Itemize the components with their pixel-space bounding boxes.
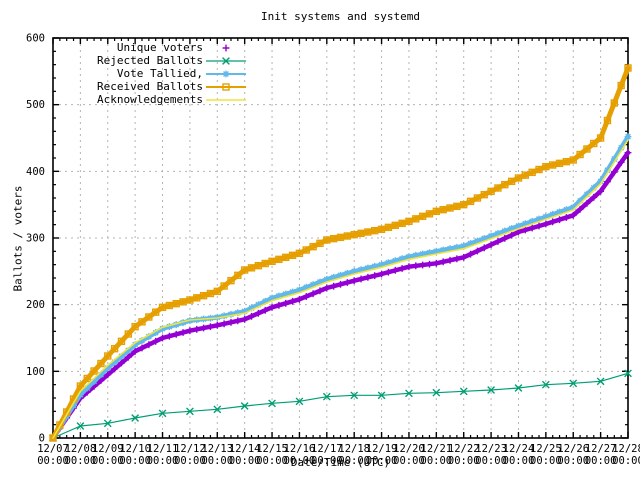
legend-item: Unique voters xyxy=(57,41,249,54)
svg-text:12/26: 12/26 xyxy=(557,443,589,455)
legend-item: Received Ballots xyxy=(57,80,249,93)
svg-text:12/15: 12/15 xyxy=(256,443,288,455)
svg-text:00:00: 00:00 xyxy=(37,455,69,467)
svg-text:300: 300 xyxy=(26,233,45,245)
svg-text:00:00: 00:00 xyxy=(201,455,233,467)
svg-text:00:00: 00:00 xyxy=(256,455,288,467)
x-axis-label: Date/Time (UTC) xyxy=(290,456,391,469)
svg-text:12/19: 12/19 xyxy=(366,443,398,455)
svg-text:00:00: 00:00 xyxy=(174,455,206,467)
svg-text:600: 600 xyxy=(26,33,45,45)
svg-text:12/24: 12/24 xyxy=(503,443,535,455)
svg-text:00:00: 00:00 xyxy=(612,455,640,467)
cross-marker-icon xyxy=(203,55,249,67)
svg-text:00:00: 00:00 xyxy=(311,455,343,467)
svg-text:00:00: 00:00 xyxy=(503,455,535,467)
legend-label: Acknowledgements xyxy=(97,93,203,106)
svg-text:100: 100 xyxy=(26,366,45,378)
svg-text:00:00: 00:00 xyxy=(119,455,151,467)
legend-label: Received Ballots xyxy=(97,80,203,93)
svg-text:400: 400 xyxy=(26,166,45,178)
svg-text:12/14: 12/14 xyxy=(229,443,261,455)
svg-text:00:00: 00:00 xyxy=(448,455,480,467)
svg-text:00:00: 00:00 xyxy=(366,455,398,467)
svg-text:00:00: 00:00 xyxy=(421,455,453,467)
line-marker-icon xyxy=(203,94,249,106)
svg-text:12/28: 12/28 xyxy=(612,443,640,455)
chart-title: Init systems and systemd xyxy=(261,10,420,23)
svg-text:12/18: 12/18 xyxy=(338,443,370,455)
svg-text:00:00: 00:00 xyxy=(557,455,589,467)
svg-text:00:00: 00:00 xyxy=(585,455,617,467)
svg-text:12/27: 12/27 xyxy=(585,443,617,455)
svg-text:0: 0 xyxy=(39,433,45,445)
legend-item: Acknowledgements xyxy=(57,93,249,106)
svg-text:00:00: 00:00 xyxy=(338,455,370,467)
plus-marker-icon xyxy=(203,42,249,54)
legend-label: Vote Tallied, xyxy=(116,67,203,80)
svg-text:12/17: 12/17 xyxy=(311,443,343,455)
svg-text:12/23: 12/23 xyxy=(475,443,507,455)
svg-text:12/07: 12/07 xyxy=(37,443,69,455)
legend: Unique voters Rejected Ballots Vote Tall… xyxy=(57,41,249,106)
svg-text:00:00: 00:00 xyxy=(147,455,179,467)
legend-label: Rejected Ballots xyxy=(97,54,203,67)
svg-text:00:00: 00:00 xyxy=(229,455,261,467)
legend-item: Rejected Ballots xyxy=(57,54,249,67)
svg-text:12/21: 12/21 xyxy=(421,443,453,455)
svg-text:12/20: 12/20 xyxy=(393,443,425,455)
svg-text:12/12: 12/12 xyxy=(174,443,206,455)
svg-text:12/10: 12/10 xyxy=(119,443,151,455)
svg-text:00:00: 00:00 xyxy=(65,455,97,467)
svg-text:12/16: 12/16 xyxy=(284,443,316,455)
svg-text:00:00: 00:00 xyxy=(530,455,562,467)
svg-text:00:00: 00:00 xyxy=(393,455,425,467)
legend-label: Unique voters xyxy=(116,41,203,54)
asterisk-marker-icon xyxy=(203,68,249,80)
legend-item: Vote Tallied, xyxy=(57,67,249,80)
svg-text:12/13: 12/13 xyxy=(201,443,233,455)
svg-text:00:00: 00:00 xyxy=(284,455,316,467)
square-marker-icon xyxy=(203,81,249,93)
svg-text:00:00: 00:00 xyxy=(92,455,124,467)
svg-text:12/08: 12/08 xyxy=(65,443,97,455)
svg-text:500: 500 xyxy=(26,99,45,111)
y-axis-label: Ballots / voters xyxy=(11,185,25,292)
svg-text:00:00: 00:00 xyxy=(475,455,507,467)
svg-text:12/09: 12/09 xyxy=(92,443,124,455)
svg-text:200: 200 xyxy=(26,299,45,311)
svg-text:12/25: 12/25 xyxy=(530,443,562,455)
svg-text:12/22: 12/22 xyxy=(448,443,480,455)
svg-text:12/11: 12/11 xyxy=(147,443,179,455)
